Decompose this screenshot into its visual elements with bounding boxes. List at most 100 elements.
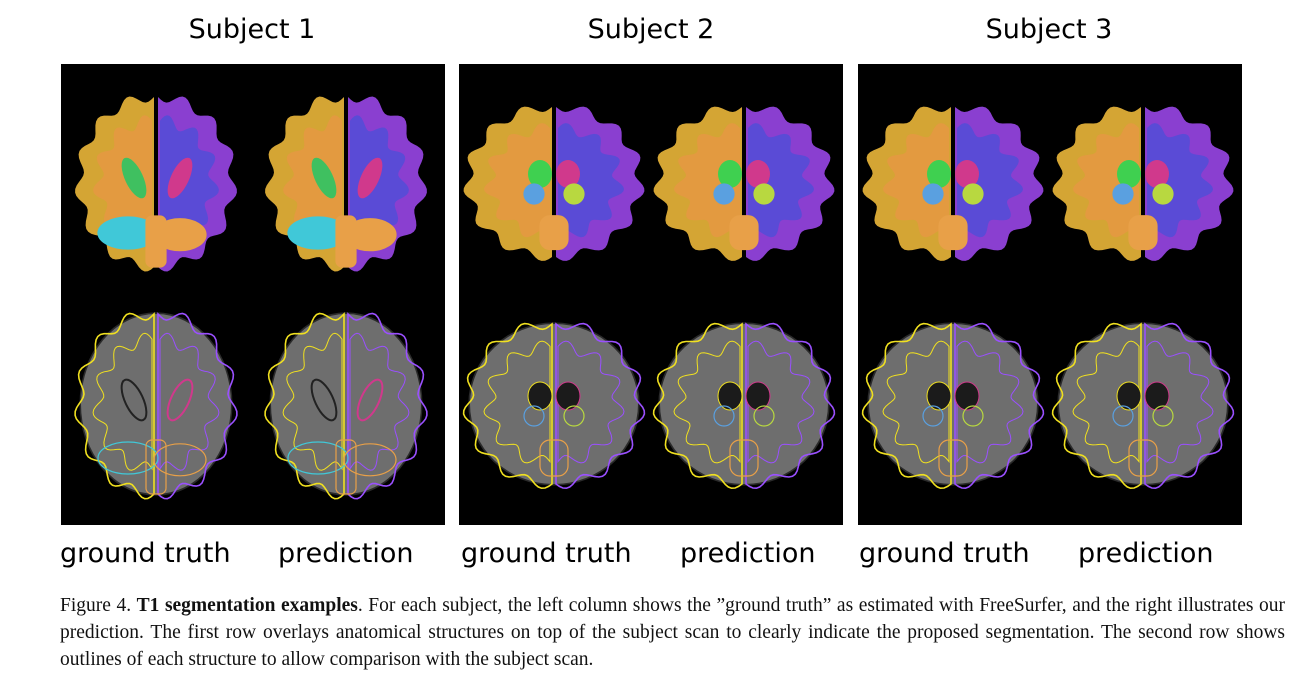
subject-1-gt-outline-left-white-matter bbox=[92, 332, 153, 471]
subject-1-gt-overlay-brainstem bbox=[145, 215, 167, 268]
subject-2-pred-outline-right-white-matter bbox=[747, 340, 815, 464]
subject-2-gt-overlay-right-ventricle bbox=[556, 160, 580, 188]
subject-2-pred-outline-brainstem bbox=[729, 439, 759, 477]
subject-1-gt-outline-cerebellum-right bbox=[153, 443, 207, 477]
subject-3-pred-outline-right-white-matter bbox=[1146, 340, 1214, 464]
subject-3-gt-outline-left-ventricle bbox=[926, 381, 952, 411]
subject-2-pred-overlay-right-ventricle bbox=[746, 160, 770, 188]
figure-bold-title: T1 segmentation examples bbox=[136, 595, 358, 616]
subject-1-pred-outline-brainstem bbox=[335, 439, 357, 495]
subject-2-gt-outline-brainstem bbox=[539, 439, 569, 477]
subject-1-pred-overlay-left-ventricle bbox=[311, 157, 337, 199]
subject-3-pred-overlay-left-white-matter bbox=[1073, 123, 1139, 238]
subject-1-pred-outline-right-white-matter bbox=[349, 332, 410, 471]
subject-3-ground-truth-label: ground truth bbox=[859, 538, 1030, 569]
subject-3-pred-outline-left-hemisphere bbox=[1051, 322, 1142, 490]
subject-3-gt-outline-right-ventricle bbox=[954, 381, 980, 411]
subject-2-gt-outline-right-putamen bbox=[563, 405, 585, 427]
subject-3-gt-outline-right-white-matter bbox=[956, 340, 1024, 464]
subject-3-gt-outline-scan-tissue bbox=[869, 324, 1037, 484]
subject-2-pred-outline-left-hemisphere bbox=[652, 322, 743, 490]
subject-1-pred-outline-left-ventricle bbox=[310, 378, 338, 422]
subject-3-pred-overlay-right-putamen bbox=[1152, 183, 1174, 205]
subject-1-gt-overlay-right-ventricle bbox=[167, 157, 193, 199]
subject-2-gt-outline-right-ventricle bbox=[555, 381, 581, 411]
subject-3-gt-overlay-brainstem bbox=[938, 215, 968, 251]
subject-3-pred-overlay-left-putamen bbox=[1112, 183, 1134, 205]
subject-3-pred-outline-scan-tissue bbox=[1059, 324, 1227, 484]
subject-2-pred-overlay-right-putamen bbox=[753, 183, 775, 205]
subject-2-pred-overlay bbox=[653, 106, 835, 261]
subject-1-pred-outline bbox=[264, 312, 428, 500]
subject-2-gt-outline bbox=[462, 322, 646, 490]
subject-2-pred-outline-right-putamen bbox=[753, 405, 775, 427]
subject-3-gt-outline bbox=[861, 322, 1045, 490]
subject-3-brain-images bbox=[861, 106, 1235, 490]
subject-1-gt-overlay-left-ventricle bbox=[121, 157, 147, 199]
subject-3-gt-outline-right-hemisphere bbox=[954, 322, 1045, 490]
subject-3-gt-outline-left-putamen bbox=[922, 405, 944, 427]
subject-1-gt-outline bbox=[74, 312, 238, 500]
subject-1-ground-truth-label: ground truth bbox=[60, 538, 231, 569]
subject-3-pred-overlay bbox=[1052, 106, 1234, 261]
subject-1-brain-images bbox=[74, 96, 428, 500]
subject-1-gt-overlay-left-white-matter bbox=[93, 115, 152, 245]
subject-2-pred-overlay-right-white-matter bbox=[748, 123, 814, 238]
subject-3-pred-overlay-right-ventricle bbox=[1145, 160, 1169, 188]
subject-3-gt-overlay-right-putamen bbox=[962, 183, 984, 205]
subject-1-pred-overlay-left-white-matter bbox=[283, 115, 342, 245]
figure-label: Figure 4. bbox=[60, 595, 132, 616]
subject-2-gt-outline-left-putamen bbox=[523, 405, 545, 427]
subject-1-gt-overlay bbox=[75, 96, 237, 272]
subject-3-gt-outline-left-white-matter bbox=[882, 340, 950, 464]
subject-2-title: Subject 2 bbox=[587, 14, 715, 45]
subject-1-pred-outline-left-hemisphere bbox=[264, 312, 345, 500]
subject-1-title: Subject 1 bbox=[188, 14, 316, 45]
subject-2-pred-outline-left-putamen bbox=[713, 405, 735, 427]
subject-1-pred-outline-cerebellum-left bbox=[287, 441, 349, 475]
subject-1-gt-overlay-right-white-matter bbox=[160, 115, 219, 245]
subject-2-pred-overlay-left-putamen bbox=[713, 183, 735, 205]
figure-caption: Figure 4. T1 segmentation examples. For … bbox=[60, 592, 1285, 673]
subject-3-pred-outline-right-putamen bbox=[1152, 405, 1174, 427]
subject-1-pred-outline-right-hemisphere bbox=[347, 312, 428, 500]
subject-3-pred-overlay-brainstem bbox=[1128, 215, 1158, 251]
subject-3-gt-outline-right-putamen bbox=[962, 405, 984, 427]
subject-1-pred-outline-right-ventricle bbox=[356, 378, 384, 422]
subject-2-pred-overlay-left-white-matter bbox=[674, 123, 740, 238]
subject-3-panel bbox=[858, 64, 1242, 525]
subject-3-gt-overlay-left-putamen bbox=[922, 183, 944, 205]
subject-2-prediction-label: prediction bbox=[680, 538, 816, 569]
subject-1-pred-outline-cerebellum-right bbox=[343, 443, 397, 477]
subject-1-gt-outline-left-hemisphere bbox=[74, 312, 155, 500]
subject-2-gt-overlay-left-putamen bbox=[523, 183, 545, 205]
subject-2-pred-outline bbox=[652, 322, 836, 490]
subject-3-gt-overlay-left-ventricle bbox=[927, 160, 951, 188]
subject-1-pred-overlay bbox=[265, 96, 427, 272]
subject-2-pred-overlay-brainstem bbox=[729, 215, 759, 251]
subject-1-gt-outline-right-hemisphere bbox=[157, 312, 238, 500]
subject-2-gt-outline-left-white-matter bbox=[483, 340, 551, 464]
subject-2-pred-outline-left-white-matter bbox=[673, 340, 741, 464]
subject-3-pred-outline bbox=[1051, 322, 1235, 490]
subject-2-ground-truth-label: ground truth bbox=[461, 538, 632, 569]
subject-2-gt-overlay-left-ventricle bbox=[528, 160, 552, 188]
subject-3-gt-overlay bbox=[862, 106, 1044, 261]
subject-1-pred-overlay-right-white-matter bbox=[350, 115, 409, 245]
subject-1-gt-outline-left-ventricle bbox=[120, 378, 148, 422]
subject-3-prediction-label: prediction bbox=[1078, 538, 1214, 569]
subject-2-pred-outline-scan-tissue bbox=[660, 324, 828, 484]
subject-2-gt-overlay-right-putamen bbox=[563, 183, 585, 205]
subject-2-gt-overlay bbox=[463, 106, 645, 261]
subject-3-pred-outline-left-ventricle bbox=[1116, 381, 1142, 411]
subject-1-gt-outline-brainstem bbox=[145, 439, 167, 495]
subject-1-panel bbox=[61, 64, 445, 525]
subject-2-gt-outline-left-hemisphere bbox=[462, 322, 553, 490]
subject-2-pred-overlay-left-ventricle bbox=[718, 160, 742, 188]
subject-3-gt-overlay-right-ventricle bbox=[955, 160, 979, 188]
subject-2-gt-outline-right-white-matter bbox=[557, 340, 625, 464]
figure-caption-text: . For each subject, the left column show… bbox=[60, 595, 1286, 670]
subject-3-pred-overlay-left-ventricle bbox=[1117, 160, 1141, 188]
subject-1-gt-outline-cerebellum-left bbox=[97, 441, 159, 475]
subject-3-pred-outline-left-putamen bbox=[1112, 405, 1134, 427]
